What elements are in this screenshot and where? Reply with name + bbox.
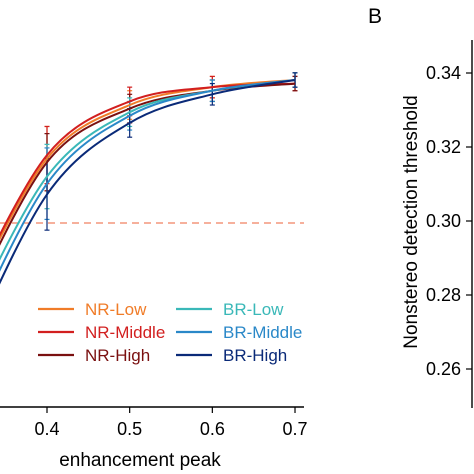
series-line-br-high bbox=[0, 79, 296, 285]
legend-label: NR-Low bbox=[85, 300, 147, 319]
x-tick-label: 0.4 bbox=[34, 419, 59, 439]
panel-b-plot: B Nonstereo detection threshold 0.26 0.28… bbox=[368, 5, 473, 408]
legend: NR-Low NR-Middle NR-High BR-Low BR-Middle BR-… bbox=[38, 300, 302, 365]
y-tick-label: 0.30 bbox=[426, 211, 461, 231]
y-tick-label: 0.32 bbox=[426, 137, 461, 157]
x-tick-label: 0.7 bbox=[282, 419, 307, 439]
series-line-br-middle bbox=[0, 79, 296, 272]
y-tick-label: 0.28 bbox=[426, 285, 461, 305]
panel-b-y-axis-label: Nonstereo detection threshold bbox=[401, 95, 422, 349]
panel-b-y-ticks: 0.26 0.28 0.30 0.32 0.34 bbox=[426, 63, 472, 379]
legend-label: BR-Middle bbox=[223, 323, 302, 342]
legend-label: NR-High bbox=[85, 346, 150, 365]
legend-label: BR-High bbox=[223, 346, 287, 365]
y-tick-label: 0.26 bbox=[426, 359, 461, 379]
legend-label: BR-Low bbox=[223, 300, 284, 319]
y-tick-label: 0.34 bbox=[426, 63, 461, 83]
panel-b-label: B bbox=[368, 5, 382, 28]
panel-a-plot: 0.4 0.5 0.6 0.7 enhancement peak NR-Low NR-M… bbox=[0, 72, 308, 471]
series-curves bbox=[0, 79, 296, 285]
error-bars bbox=[44, 72, 298, 231]
series-line-nr-middle bbox=[0, 82, 296, 237]
x-tick-label: 0.5 bbox=[117, 419, 142, 439]
legend-label: NR-Middle bbox=[85, 323, 165, 342]
x-tick-label: 0.6 bbox=[200, 419, 225, 439]
panel-a-x-ticks: 0.4 0.5 0.6 0.7 bbox=[34, 407, 308, 439]
panel-a-x-axis-label: enhancement peak bbox=[59, 450, 221, 471]
